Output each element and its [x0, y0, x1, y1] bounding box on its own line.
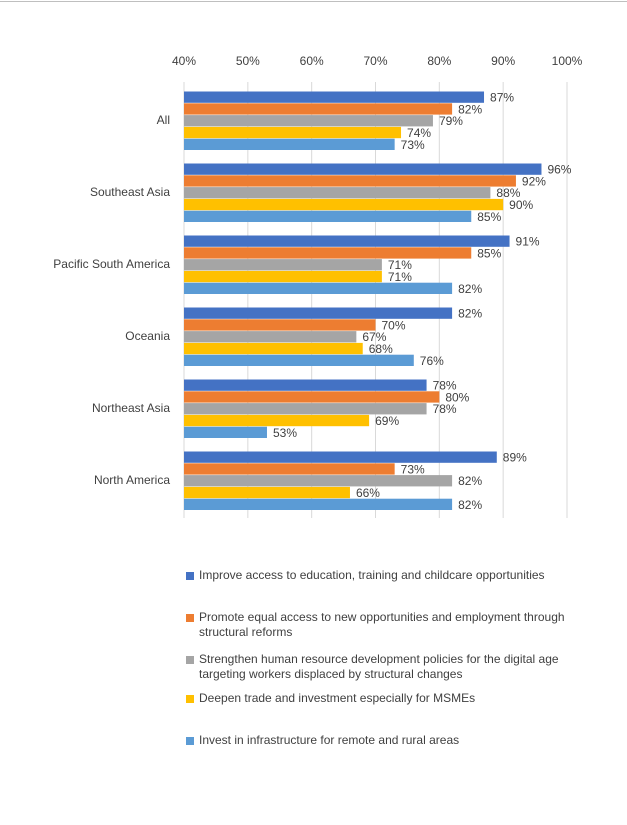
chart: 40% 50% 60% 70% 80% 90% 100%All87%82%79%74%73%…	[0, 1, 627, 518]
bar	[184, 187, 491, 199]
bar	[184, 391, 440, 403]
legend-item: Strengthen human resource development po…	[186, 652, 596, 682]
x-tick-label: 60%	[300, 54, 324, 68]
data-label: 92%	[522, 174, 546, 188]
bar	[184, 414, 370, 427]
bar	[184, 163, 542, 175]
bar	[184, 319, 376, 331]
data-label: 85%	[477, 210, 501, 224]
legend-label: Promote equal access to new opportunitie…	[199, 610, 565, 639]
data-label: 80%	[445, 390, 469, 404]
data-label: 78%	[433, 402, 457, 416]
data-label: 67%	[362, 330, 386, 344]
bar	[184, 379, 427, 391]
legend-swatch	[186, 737, 194, 745]
data-label: 90%	[509, 198, 533, 212]
bar	[184, 282, 453, 294]
legend-swatch	[186, 614, 194, 622]
bar	[184, 342, 363, 355]
bar	[184, 235, 510, 247]
y-tick-label: All	[157, 113, 170, 127]
legend-label: Strengthen human resource development po…	[199, 652, 559, 681]
bar	[184, 126, 402, 139]
data-label: 91%	[516, 235, 540, 249]
data-label: 82%	[458, 498, 482, 512]
legend-item: Promote equal access to new opportunitie…	[186, 610, 596, 640]
legend-label: Invest in infrastructure for remote and …	[199, 733, 460, 747]
data-label: 82%	[458, 102, 482, 116]
bar	[184, 210, 472, 222]
y-tick-label: Northeast Asia	[92, 401, 170, 415]
y-tick-label: Pacific South America	[53, 257, 170, 271]
bar	[184, 175, 516, 187]
bar	[184, 486, 350, 499]
bar	[184, 307, 453, 319]
bar	[184, 463, 395, 475]
data-label: 71%	[388, 270, 412, 284]
bar	[184, 198, 504, 211]
legend-label: Improve access to education, training an…	[199, 568, 545, 582]
bar	[184, 91, 485, 103]
bar	[184, 451, 497, 463]
bar	[184, 498, 453, 510]
x-tick-label: 90%	[491, 54, 515, 68]
x-tick-label: 40%	[172, 54, 196, 68]
bar	[184, 138, 395, 150]
legend-swatch	[186, 572, 194, 580]
data-label: 66%	[356, 486, 380, 500]
bar	[184, 354, 414, 366]
bar	[184, 115, 433, 127]
data-label: 74%	[407, 126, 431, 140]
bar	[184, 475, 453, 487]
data-label: 96%	[547, 163, 571, 177]
data-label: 82%	[458, 307, 482, 321]
y-tick-label: North America	[94, 473, 170, 487]
data-label: 78%	[433, 379, 457, 393]
data-label: 73%	[401, 462, 425, 476]
legend-label: Deepen trade and investment especially f…	[199, 691, 476, 705]
data-label: 85%	[477, 246, 501, 260]
legend-item: Improve access to education, training an…	[186, 568, 596, 583]
x-tick-label: 100%	[552, 54, 583, 68]
x-tick-label: 70%	[363, 54, 387, 68]
data-label: 70%	[382, 318, 406, 332]
x-tick-label: 50%	[236, 54, 260, 68]
bar	[184, 331, 357, 343]
data-label: 88%	[496, 186, 520, 200]
legend-swatch	[186, 695, 194, 703]
bar	[184, 270, 382, 283]
legend-item: Deepen trade and investment especially f…	[186, 691, 596, 706]
x-tick-label: 80%	[427, 54, 451, 68]
data-label: 71%	[388, 258, 412, 272]
data-label: 87%	[490, 91, 514, 105]
y-tick-label: Oceania	[125, 329, 170, 343]
bar	[184, 259, 382, 271]
data-label: 69%	[375, 414, 399, 428]
bar	[184, 426, 267, 438]
data-label: 68%	[369, 342, 393, 356]
data-label: 89%	[503, 451, 527, 465]
bar	[184, 247, 472, 259]
bar	[184, 103, 453, 115]
legend-swatch	[186, 656, 194, 664]
legend-item: Invest in infrastructure for remote and …	[186, 733, 596, 748]
data-label: 76%	[420, 354, 444, 368]
data-label: 53%	[273, 426, 297, 440]
data-label: 73%	[401, 138, 425, 152]
data-label: 79%	[439, 114, 463, 128]
y-tick-label: Southeast Asia	[90, 185, 170, 199]
data-label: 82%	[458, 474, 482, 488]
bar	[184, 403, 427, 415]
data-label: 82%	[458, 282, 482, 296]
